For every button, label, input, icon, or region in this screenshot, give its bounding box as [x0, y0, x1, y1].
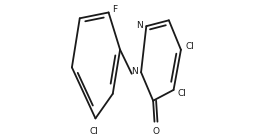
Text: Cl: Cl [185, 42, 194, 51]
Text: Cl: Cl [90, 127, 99, 136]
Text: N: N [131, 67, 138, 76]
Text: Cl: Cl [178, 89, 187, 98]
Text: N: N [136, 21, 143, 30]
Text: F: F [112, 5, 117, 14]
Text: O: O [152, 127, 159, 136]
